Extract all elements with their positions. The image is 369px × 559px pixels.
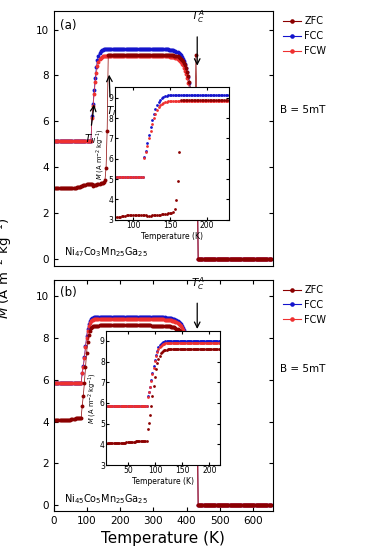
Text: Ni$_{45}$Co$_{5}$Mn$_{25}$Ga$_{25}$: Ni$_{45}$Co$_{5}$Mn$_{25}$Ga$_{25}$ (65, 492, 148, 506)
Text: B = 5mT: B = 5mT (280, 105, 325, 115)
Legend: ZFC, FCC, FCW: ZFC, FCC, FCW (280, 13, 330, 59)
Text: $T_I$: $T_I$ (106, 104, 116, 118)
Text: $T_C^A$: $T_C^A$ (191, 8, 205, 25)
Text: $T_{II}$: $T_{II}$ (84, 132, 96, 146)
Text: (a): (a) (60, 19, 77, 32)
Text: (b): (b) (60, 286, 77, 300)
Text: $T_C^A$: $T_C^A$ (191, 275, 205, 292)
Text: $M$ (A m$^{-2}$ kg$^{-1}$): $M$ (A m$^{-2}$ kg$^{-1}$) (0, 217, 15, 319)
Text: $T_{II}$: $T_{II}$ (115, 372, 127, 385)
Legend: ZFC, FCC, FCW: ZFC, FCC, FCW (280, 282, 330, 328)
Text: Ni$_{47}$Co$_{3}$Mn$_{25}$Ga$_{25}$: Ni$_{47}$Co$_{3}$Mn$_{25}$Ga$_{25}$ (65, 245, 148, 259)
Text: B = 5mT: B = 5mT (280, 364, 325, 375)
X-axis label: Temperature (K): Temperature (K) (101, 530, 225, 546)
